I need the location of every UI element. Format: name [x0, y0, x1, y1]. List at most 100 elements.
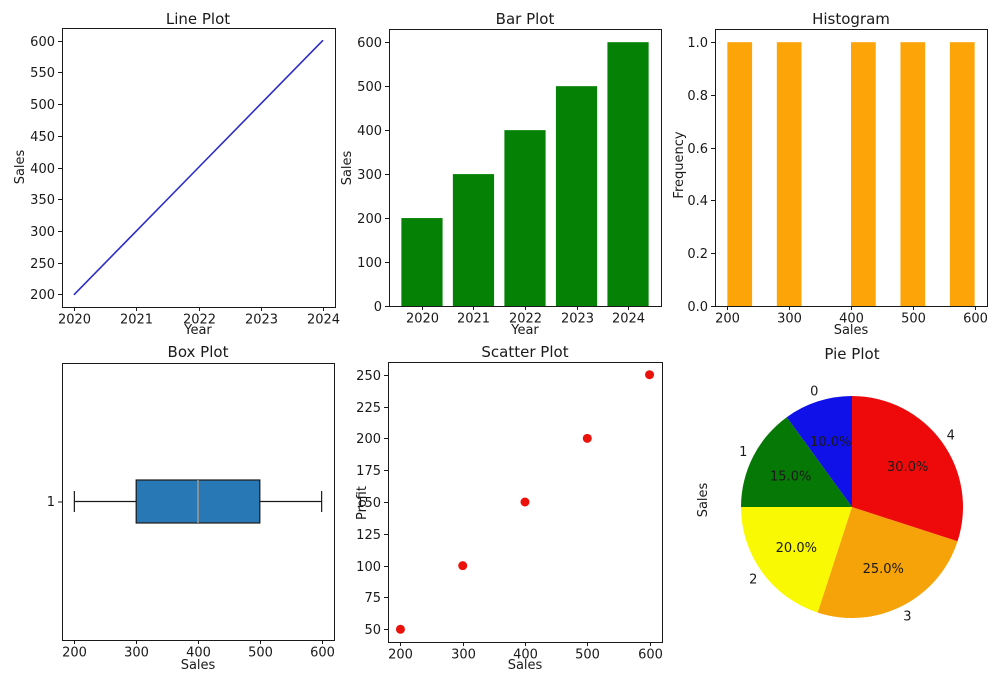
pie-slice-2: [741, 507, 852, 613]
line-plot-title: Line Plot: [165, 10, 231, 28]
x-tick-label: 2020: [58, 313, 91, 328]
pie-slice-label: 3: [903, 609, 911, 624]
y-tick-label: 100: [357, 256, 382, 271]
line-series: [73, 39, 324, 296]
y-tick-label: 50: [364, 623, 381, 638]
bar: [607, 42, 649, 306]
histogram-bar: [851, 42, 876, 306]
x-tick-label: 600: [963, 312, 988, 327]
pie-slice-1: [741, 417, 852, 507]
line-plot-xlabel: Year: [184, 323, 212, 338]
y-tick-label: 100: [356, 560, 381, 575]
y-tick-label: 200: [357, 212, 382, 227]
x-tick-label: 600: [638, 648, 663, 663]
x-tick-label: 300: [124, 646, 149, 661]
x-tick-label: 200: [715, 312, 740, 327]
y-tick-label: 550: [30, 66, 55, 81]
scatter-plot-ylabel: Profit: [355, 486, 370, 520]
y-tick-label: 0.6: [687, 142, 708, 157]
bar-plot-axes: 2020 2021 2022 2023 2024 0 100 200 300 400 500 600: [357, 29, 662, 327]
y-tick-label: 1: [47, 495, 55, 510]
histogram-title: Histogram: [812, 10, 890, 28]
y-tick-label: 500: [30, 98, 55, 113]
y-tick-label: 75: [364, 591, 381, 606]
y-tick-label: 600: [357, 36, 382, 51]
x-tick-label: 600: [310, 646, 335, 661]
bar-plot-ylabel: Sales: [340, 150, 355, 186]
y-tick-label: 0.8: [687, 89, 708, 104]
y-tick-label: 0.2: [687, 247, 708, 262]
x-tick-label: 500: [575, 648, 600, 663]
pie-percent-label: 10.0%: [810, 435, 851, 450]
x-tick-label: 500: [901, 312, 926, 327]
y-tick-label: 250: [356, 369, 381, 384]
pie-slice-label: 4: [947, 429, 955, 444]
pie-plot-title: Pie Plot: [824, 345, 880, 363]
line-plot-axes: 2020 2021 2022 2023 2024 200 250 300 350 400 450 50…: [30, 28, 340, 328]
x-tick-label: 2020: [406, 312, 439, 327]
bar: [452, 174, 495, 306]
pie-percent-label: 30.0%: [887, 460, 928, 475]
x-tick-label: 400: [513, 648, 538, 663]
y-tick-label: 500: [357, 80, 382, 95]
pie-plot-axes: 0 10.0% 1 15.0% 2 20.0% 3 25.0% 4 30.0%: [739, 384, 963, 624]
scatter-point: [645, 370, 655, 380]
x-tick-label: 300: [777, 312, 802, 327]
y-tick-label: 300: [30, 225, 55, 240]
y-tick-label: 0.0: [687, 300, 708, 315]
x-tick-label: 300: [451, 648, 476, 663]
pie-slice-3: [817, 507, 958, 618]
histogram-bar: [900, 42, 926, 306]
x-tick-label: 200: [388, 648, 413, 663]
scatter-point: [520, 497, 530, 507]
pie-slice-label: 2: [749, 572, 757, 587]
x-tick-label: 2024: [307, 313, 340, 328]
y-tick-label: 200: [356, 432, 381, 447]
y-tick-label: 225: [356, 401, 381, 416]
scatter-point: [458, 561, 468, 571]
box-plot-axes: 200 300 400 500 600 1: [47, 363, 335, 661]
pie-percent-label: 20.0%: [776, 541, 817, 556]
histogram-axes: 200 300 400 500 600 0.0 0.2 0.4 0.6 0.8 1.0: [687, 29, 988, 327]
bar-plot-xlabel: Year: [511, 323, 539, 338]
x-tick-label: 2021: [457, 312, 490, 327]
bar: [555, 86, 598, 307]
y-tick-label: 400: [357, 124, 382, 139]
y-tick-label: 250: [30, 257, 55, 272]
histogram-bar: [776, 42, 802, 306]
x-tick-label: 500: [248, 646, 273, 661]
bar: [401, 218, 443, 306]
line-plot-ylabel: Sales: [13, 149, 28, 185]
y-tick-label: 450: [30, 130, 55, 145]
pie-slice-0: [786, 396, 852, 507]
x-tick-label: 2023: [561, 312, 594, 327]
y-tick-label: 600: [30, 35, 55, 50]
pie-slice-label: 0: [810, 384, 818, 399]
x-tick-label: 200: [62, 646, 87, 661]
bar-plot-title: Bar Plot: [495, 10, 555, 28]
pie-slice-4: [852, 396, 963, 542]
y-tick-label: 125: [356, 528, 381, 543]
pie-plot-ylabel: Sales: [696, 482, 711, 518]
box-plot-xlabel: Sales: [180, 658, 216, 673]
x-tick-label: 400: [839, 312, 864, 327]
pie-percent-label: 15.0%: [770, 469, 811, 484]
x-tick-label: 2023: [245, 313, 278, 328]
y-tick-label: 200: [30, 288, 55, 303]
scatter-point: [582, 433, 592, 443]
pie-percent-label: 25.0%: [863, 562, 904, 577]
scatter-point: [395, 624, 405, 634]
y-tick-label: 175: [356, 464, 381, 479]
y-tick-label: 350: [30, 193, 55, 208]
x-tick-label: 2021: [120, 313, 153, 328]
y-tick-label: 400: [30, 162, 55, 177]
x-tick-label: 2022: [509, 312, 542, 327]
y-tick-label: 1.0: [687, 36, 708, 51]
bar: [504, 130, 546, 306]
y-tick-label: 300: [357, 168, 382, 183]
scatter-plot-axes: 200 300 400 500 600 50 75 100 125 150 175 200 225 250: [356, 362, 663, 663]
histogram-bar: [949, 42, 975, 306]
pie-slice-label: 1: [739, 445, 747, 460]
